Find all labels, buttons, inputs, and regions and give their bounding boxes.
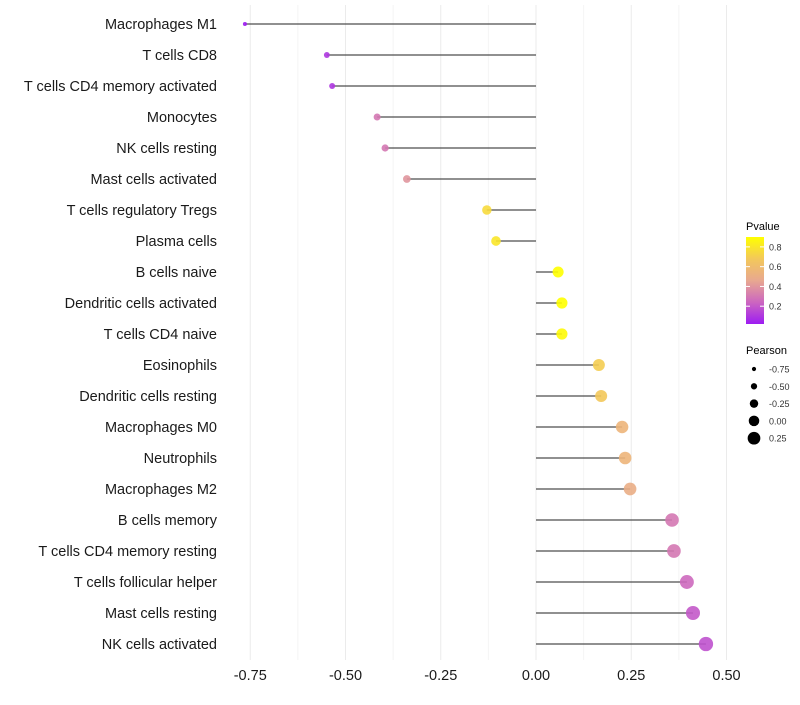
y-tick-label: NK cells activated [102,637,217,653]
dot [242,21,247,27]
pvalue-legend: Pvalue 0.2 0.4 0.6 0.8 [746,221,782,324]
colorbar-label: 0.6 [769,262,782,272]
size-legend-dot [751,366,757,372]
dot [323,52,330,58]
pearson-legend: Pearson -0.75 -0.50 -0.25 0.00 0.25 [746,345,790,445]
y-tick-label: T cells follicular helper [74,575,217,591]
dot [592,359,605,371]
pvalue-legend-title: Pvalue [746,221,780,233]
dot [679,575,694,589]
dot [373,113,381,121]
y-tick-label: NK cells resting [116,141,217,157]
colorbar-label: 0.4 [769,282,782,292]
dot [329,82,336,90]
dot [665,513,679,527]
size-legend-dot [750,383,758,390]
x-axis-labels: -0.75 -0.50 -0.25 0.00 0.25 0.50 [234,668,741,684]
size-legend-dot [749,399,759,408]
y-tick-label: Macrophages M1 [105,17,217,33]
y-tick-label: Dendritic cells resting [79,389,217,405]
y-axis-labels: Macrophages M1 T cells CD8 T cells CD4 mem… [24,17,218,653]
x-tick-label: 0.25 [617,668,645,684]
y-tick-label: Mast cells activated [90,172,217,188]
y-tick-label: T cells CD4 memory activated [24,79,217,95]
y-tick-label: B cells naive [136,265,217,281]
x-tick-label: -0.75 [234,668,267,684]
y-tick-label: Monocytes [147,110,217,126]
dot [556,328,568,340]
colorbar-label: 0.2 [769,302,782,312]
dot [618,451,632,465]
size-legend-label: -0.25 [769,399,790,409]
y-tick-label: T cells CD4 memory resting [38,544,217,560]
x-tick-label: -0.25 [424,668,457,684]
dot [552,266,564,278]
dot [615,420,629,434]
dot [403,175,411,183]
y-tick-label: Dendritic cells activated [65,296,217,312]
y-tick-label: T cells regulatory Tregs [67,203,217,219]
pearson-legend-title: Pearson [746,345,787,357]
x-tick-label: -0.50 [329,668,362,684]
size-legend-label: 0.00 [769,416,787,426]
dot [595,389,608,403]
x-tick-label: 0.50 [712,668,740,684]
size-legend-label: 0.25 [769,434,787,444]
colorbar-label: 0.8 [769,242,782,252]
stems [244,23,706,645]
dot [491,236,501,246]
y-tick-label: T cells CD4 naive [104,327,217,343]
size-legend-dot [747,431,761,445]
dot [685,605,701,621]
size-legend-label: -0.75 [769,365,790,375]
y-tick-label: Neutrophils [144,451,217,467]
y-tick-label: T cells CD8 [142,48,217,64]
y-tick-label: Mast cells resting [105,606,217,622]
y-tick-label: Macrophages M2 [105,482,217,498]
dots [242,21,714,652]
y-tick-label: B cells memory [118,513,218,529]
x-tick-label: 0.00 [522,668,550,684]
dot [381,144,389,152]
dot [698,636,714,652]
dot [556,297,568,309]
size-legend-label: -0.50 [769,382,790,392]
y-tick-label: Eosinophils [143,358,217,374]
size-legend-dot [748,415,760,427]
pvalue-colorbar [746,237,764,324]
dot [482,205,492,215]
grid-lines [249,5,727,660]
y-tick-label: Macrophages M0 [105,420,217,436]
y-tick-label: Plasma cells [136,234,217,250]
dot [623,482,637,496]
dot [667,544,681,558]
